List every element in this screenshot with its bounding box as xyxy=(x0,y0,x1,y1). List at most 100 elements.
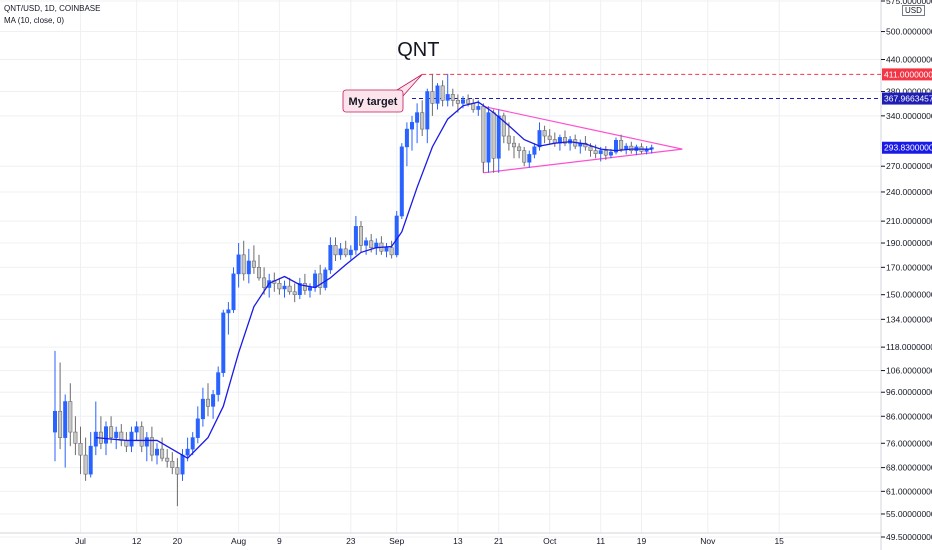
candle-body[interactable] xyxy=(231,273,236,311)
candle-body[interactable] xyxy=(155,448,160,456)
candle-body[interactable] xyxy=(149,437,154,456)
candle-body[interactable] xyxy=(241,254,246,275)
candle-body[interactable] xyxy=(629,145,634,151)
candle-body[interactable] xyxy=(297,283,302,295)
candle-body[interactable] xyxy=(88,445,93,475)
candle-body[interactable] xyxy=(221,312,226,373)
candle-body[interactable] xyxy=(333,245,338,256)
candle-body[interactable] xyxy=(343,248,348,256)
candle-body[interactable] xyxy=(613,139,618,153)
candle-body[interactable] xyxy=(496,115,501,159)
candle-body[interactable] xyxy=(313,273,318,288)
candle-body[interactable] xyxy=(93,431,98,447)
candle-body[interactable] xyxy=(506,135,511,144)
candle-body[interactable] xyxy=(338,248,343,256)
candle-body[interactable] xyxy=(206,398,211,407)
candle-body[interactable] xyxy=(185,448,190,456)
candle-body[interactable] xyxy=(129,431,134,447)
candle-body[interactable] xyxy=(466,99,471,104)
candle-body[interactable] xyxy=(282,285,287,290)
candle-body[interactable] xyxy=(542,130,547,137)
candle-body[interactable] xyxy=(165,457,170,462)
candle-body[interactable] xyxy=(384,247,389,252)
candle-body[interactable] xyxy=(404,128,409,148)
candle-body[interactable] xyxy=(415,112,420,123)
candle-body[interactable] xyxy=(522,150,527,163)
candle-body[interactable] xyxy=(144,437,149,447)
candle-body[interactable] xyxy=(476,106,481,110)
candle-body[interactable] xyxy=(440,85,445,101)
candle-body[interactable] xyxy=(517,146,522,151)
candle-body[interactable] xyxy=(619,139,624,150)
candle-body[interactable] xyxy=(190,437,195,450)
candle-body[interactable] xyxy=(78,442,83,456)
candle-body[interactable] xyxy=(119,431,124,441)
candle-body[interactable] xyxy=(608,151,613,156)
candle-body[interactable] xyxy=(73,431,78,444)
candle-body[interactable] xyxy=(501,115,506,137)
candle-body[interactable] xyxy=(287,285,292,293)
callout-box[interactable] xyxy=(342,89,404,113)
candle-body[interactable] xyxy=(216,372,221,395)
candle-body[interactable] xyxy=(624,145,629,150)
candle-body[interactable] xyxy=(160,448,165,459)
triangle-lower-line[interactable] xyxy=(483,148,683,174)
triangle-upper-line[interactable] xyxy=(483,105,683,150)
candle-body[interactable] xyxy=(63,401,68,438)
candle-body[interactable] xyxy=(460,99,465,104)
candle-body[interactable] xyxy=(139,426,144,447)
candle-body[interactable] xyxy=(262,277,267,288)
candle-body[interactable] xyxy=(180,454,185,475)
candle-body[interactable] xyxy=(435,85,440,104)
candle-body[interactable] xyxy=(200,398,205,420)
candle-body[interactable] xyxy=(328,245,333,271)
candle-body[interactable] xyxy=(58,410,63,438)
candle-body[interactable] xyxy=(389,247,394,256)
candle-body[interactable] xyxy=(603,150,608,156)
candle-body[interactable] xyxy=(307,287,312,291)
candle-body[interactable] xyxy=(318,273,323,288)
candle-body[interactable] xyxy=(256,267,261,279)
candle-body[interactable] xyxy=(511,142,516,148)
candle-body[interactable] xyxy=(491,112,496,159)
candle-body[interactable] xyxy=(593,150,598,154)
candle-body[interactable] xyxy=(170,460,175,468)
candle-body[interactable] xyxy=(445,94,450,101)
candle-body[interactable] xyxy=(226,309,231,314)
candle-body[interactable] xyxy=(246,260,251,275)
candle-body[interactable] xyxy=(52,410,57,433)
candle-body[interactable] xyxy=(588,146,593,151)
candle-body[interactable] xyxy=(364,240,369,246)
candle-body[interactable] xyxy=(292,291,297,295)
candle-body[interactable] xyxy=(211,394,216,407)
candle-body[interactable] xyxy=(369,240,374,248)
candle-body[interactable] xyxy=(348,249,353,256)
candle-body[interactable] xyxy=(353,226,358,251)
candle-body[interactable] xyxy=(302,283,307,291)
candle-body[interactable] xyxy=(251,260,256,268)
candle-body[interactable] xyxy=(83,454,88,475)
candle-body[interactable] xyxy=(236,254,241,275)
candle-body[interactable] xyxy=(277,283,282,290)
candle-body[interactable] xyxy=(358,226,363,246)
candle-body[interactable] xyxy=(532,146,537,155)
candle-body[interactable] xyxy=(114,431,119,438)
candle-body[interactable] xyxy=(425,91,430,130)
candle-body[interactable] xyxy=(109,426,114,438)
candle-body[interactable] xyxy=(104,426,109,444)
candle-body[interactable] xyxy=(455,100,460,104)
candle-body[interactable] xyxy=(68,401,73,433)
candle-body[interactable] xyxy=(562,137,567,144)
candle-body[interactable] xyxy=(409,122,414,130)
candle-body[interactable] xyxy=(195,418,200,438)
candle-body[interactable] xyxy=(486,112,491,163)
candle-body[interactable] xyxy=(134,426,139,433)
candle-body[interactable] xyxy=(323,269,328,288)
candle-body[interactable] xyxy=(598,150,603,154)
candle-body[interactable] xyxy=(124,440,129,447)
candle-body[interactable] xyxy=(450,94,455,101)
candle-body[interactable] xyxy=(547,135,552,140)
candle-body[interactable] xyxy=(175,467,180,475)
candle-body[interactable] xyxy=(481,106,486,163)
